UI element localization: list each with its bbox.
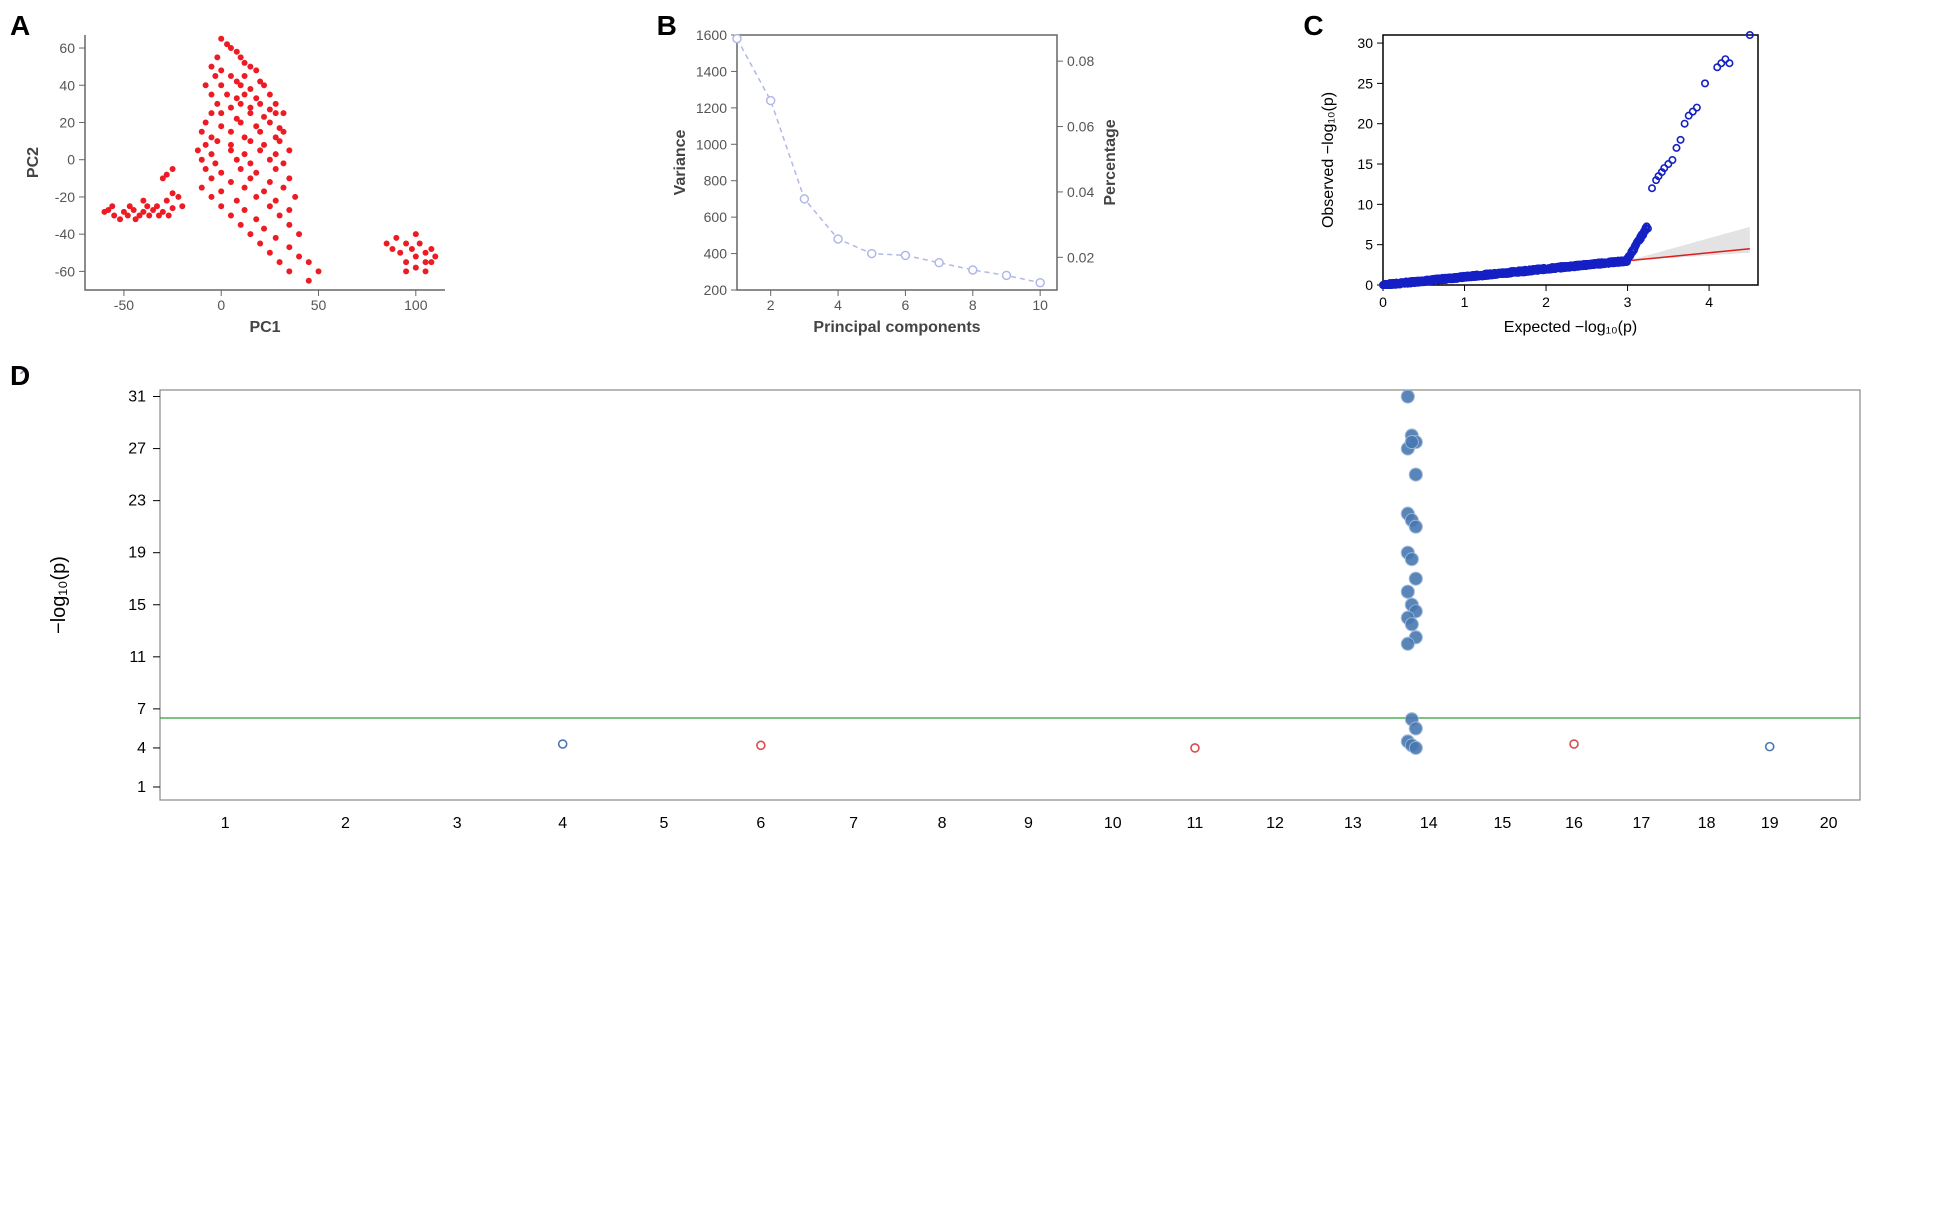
panel-a-chart: -50 0 50 100 -60 -40 -20 0 20 40 60 PC1 PC2	[20, 20, 460, 340]
svg-text:Expected −log₁₀(p): Expected −log₁₀(p)	[1504, 319, 1637, 336]
svg-text:4: 4	[558, 815, 567, 832]
svg-text:0: 0	[1379, 294, 1387, 310]
panel-d-label: D	[10, 360, 30, 392]
panel-b-label: B	[657, 10, 677, 42]
svg-text:-50: -50	[114, 297, 134, 313]
svg-text:25: 25	[1358, 75, 1374, 91]
svg-text:PC2: PC2	[25, 147, 42, 178]
svg-text:5: 5	[1366, 237, 1374, 253]
svg-text:19: 19	[1761, 815, 1779, 832]
svg-text:Observed −log₁₀(p): Observed −log₁₀(p)	[1320, 92, 1337, 228]
svg-text:0.02: 0.02	[1067, 249, 1094, 265]
svg-text:1400: 1400	[696, 63, 727, 79]
svg-text:15: 15	[1358, 156, 1374, 172]
svg-text:−log₁₀(p): −log₁₀(p)	[48, 556, 70, 634]
panel-c-label: C	[1303, 10, 1323, 42]
svg-text:0: 0	[67, 152, 75, 168]
svg-text:4: 4	[1706, 294, 1714, 310]
panel-a: A -50050100-60-40-200204060PC1PC2	[20, 20, 627, 340]
svg-text:4: 4	[834, 297, 842, 313]
panel-a-label: A	[10, 10, 30, 42]
svg-text:7: 7	[849, 815, 858, 832]
svg-text:18: 18	[1698, 815, 1716, 832]
svg-text:8: 8	[969, 297, 977, 313]
svg-text:16: 16	[1565, 815, 1583, 832]
svg-text:8: 8	[938, 815, 947, 832]
figure-grid: A -50050100-60-40-200204060PC1PC2 B 2468…	[20, 20, 1920, 850]
svg-text:Variance: Variance	[672, 129, 689, 195]
svg-text:0: 0	[1366, 277, 1374, 293]
panel-d: D 147111519232731−log₁₀(p)12345678910111…	[20, 370, 1920, 850]
svg-text:10: 10	[1358, 196, 1374, 212]
svg-text:1: 1	[221, 815, 230, 832]
svg-text:400: 400	[703, 246, 727, 262]
svg-text:6: 6	[901, 297, 909, 313]
svg-text:13: 13	[1344, 815, 1362, 832]
svg-text:200: 200	[703, 282, 727, 298]
svg-text:30: 30	[1358, 35, 1374, 51]
svg-text:15: 15	[128, 597, 146, 614]
svg-text:31: 31	[128, 389, 146, 406]
svg-text:2: 2	[1542, 294, 1550, 310]
svg-text:20: 20	[59, 114, 75, 130]
svg-text:-20: -20	[55, 189, 75, 205]
svg-text:0: 0	[217, 297, 225, 313]
svg-text:23: 23	[128, 493, 146, 510]
svg-text:PC1: PC1	[249, 319, 280, 336]
svg-text:11: 11	[1187, 815, 1204, 832]
svg-text:20: 20	[1358, 116, 1374, 132]
svg-text:1: 1	[137, 779, 146, 796]
svg-text:1000: 1000	[696, 136, 727, 152]
svg-text:Principal components: Principal components	[813, 319, 980, 336]
svg-text:19: 19	[128, 545, 146, 562]
panel-c: C 01234051015202530Expected −log₁₀(p)Obs…	[1313, 20, 1920, 340]
svg-text:9: 9	[1024, 815, 1033, 832]
svg-text:17: 17	[1632, 815, 1650, 832]
panel-b: B 24681020040060080010001200140016000.02…	[667, 20, 1274, 340]
svg-text:2: 2	[766, 297, 774, 313]
svg-text:3: 3	[1624, 294, 1632, 310]
svg-text:-40: -40	[55, 226, 75, 242]
svg-text:0.06: 0.06	[1067, 119, 1094, 135]
svg-text:7: 7	[137, 701, 146, 718]
svg-text:0.08: 0.08	[1067, 53, 1094, 69]
svg-text:-60: -60	[55, 263, 75, 279]
svg-text:800: 800	[703, 173, 727, 189]
svg-text:12: 12	[1266, 815, 1284, 832]
svg-text:1600: 1600	[696, 27, 727, 43]
svg-text:15: 15	[1494, 815, 1512, 832]
svg-text:6: 6	[756, 815, 765, 832]
svg-text:100: 100	[404, 297, 428, 313]
svg-text:0.04: 0.04	[1067, 184, 1094, 200]
svg-text:10: 10	[1032, 297, 1048, 313]
svg-text:20: 20	[1820, 815, 1838, 832]
svg-text:11: 11	[129, 649, 146, 666]
panel-b-chart: 2 4 6 8 10 200 400 600 800 1000 1200 1400 1600 0.02 0.…	[667, 20, 1127, 340]
svg-text:5: 5	[659, 815, 668, 832]
panel-c-chart: 0 1 2 3 4 0 5 10 15 20 25 30 Expected −log₁₀(p) Obser…	[1313, 20, 1773, 340]
svg-text:10: 10	[1104, 815, 1122, 832]
svg-text:27: 27	[128, 441, 146, 458]
svg-text:2: 2	[341, 815, 350, 832]
svg-text:50: 50	[311, 297, 327, 313]
svg-text:1: 1	[1461, 294, 1469, 310]
svg-text:14: 14	[1420, 815, 1438, 832]
panel-d-chart: 147111519232731−log₁₀(p)1234567891011121…	[20, 370, 1880, 850]
svg-text:60: 60	[59, 40, 75, 56]
svg-text:1200: 1200	[696, 100, 727, 116]
svg-text:4: 4	[137, 740, 146, 757]
svg-text:Percentage: Percentage	[1102, 119, 1119, 205]
svg-text:600: 600	[703, 209, 727, 225]
svg-text:40: 40	[59, 77, 75, 93]
svg-text:3: 3	[453, 815, 462, 832]
